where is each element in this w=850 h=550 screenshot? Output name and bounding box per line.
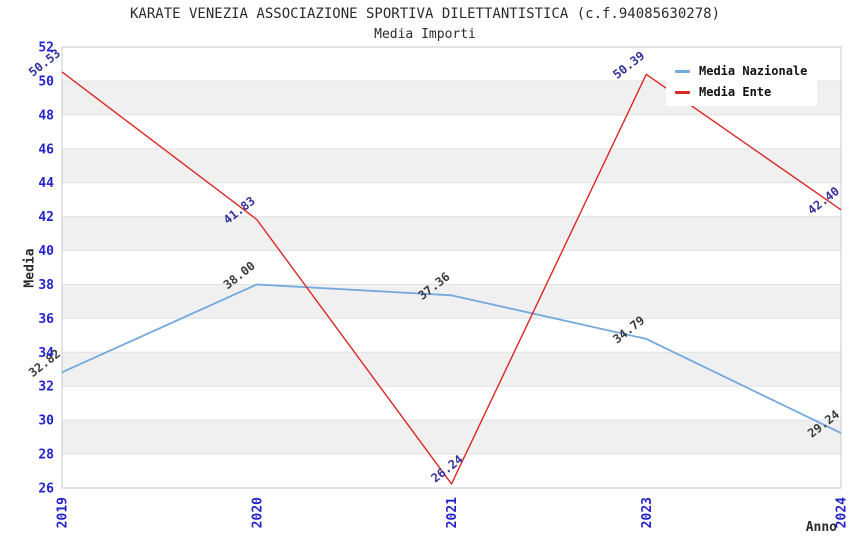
y-tick-label: 48 <box>38 108 54 123</box>
data-label: 26.24 <box>428 452 465 485</box>
plot-border <box>61 46 842 489</box>
y-tick-label: 46 <box>38 142 54 157</box>
y-tick-label: 50 <box>38 74 54 89</box>
y-tick-label: 42 <box>38 210 54 225</box>
band-stripe <box>62 216 841 251</box>
y-tick-label: 32 <box>38 380 54 395</box>
legend-item-media-nazionale: Media Nazionale <box>675 64 807 78</box>
x-tick-label: 2021 <box>445 497 460 528</box>
y-tick-label: 28 <box>38 448 54 463</box>
y-tick-label: 38 <box>38 278 54 293</box>
band-stripe <box>62 420 841 455</box>
band-stripe <box>62 352 841 387</box>
y-tick-label: 30 <box>38 414 54 429</box>
y-axis-label: Media <box>22 248 38 288</box>
y-tick-label: 34 <box>38 346 54 361</box>
x-tick-label: 2019 <box>56 497 71 528</box>
series-line-media-nazionale <box>61 283 842 434</box>
y-tick-label: 36 <box>38 312 54 327</box>
x-tick-label: 2024 <box>835 497 850 528</box>
chart-subtitle: Media Importi <box>374 27 476 42</box>
data-label: 50.39 <box>610 49 647 82</box>
y-tick-label: 52 <box>38 41 54 56</box>
legend: Media Nazionale Media Ente <box>666 57 818 106</box>
legend-label: Media Nazionale <box>699 64 808 78</box>
legend-swatch <box>675 69 690 73</box>
x-tick-label: 2023 <box>640 497 655 528</box>
chart-title: KARATE VENEZIA ASSOCIAZIONE SPORTIVA DIL… <box>129 6 720 22</box>
band-stripe <box>62 284 841 319</box>
y-tick-label: 40 <box>38 244 54 259</box>
y-tick-label: 26 <box>38 482 54 497</box>
series-line-media-ente <box>61 71 842 485</box>
y-tick-label: 44 <box>38 176 54 191</box>
x-axis-label: Anno <box>805 520 837 535</box>
x-tick-label: 2020 <box>250 497 265 528</box>
legend-item-media-ente: Media Ente <box>675 85 807 99</box>
band-stripe <box>62 148 841 183</box>
legend-swatch <box>675 90 690 94</box>
legend-label: Media Ente <box>699 85 772 99</box>
